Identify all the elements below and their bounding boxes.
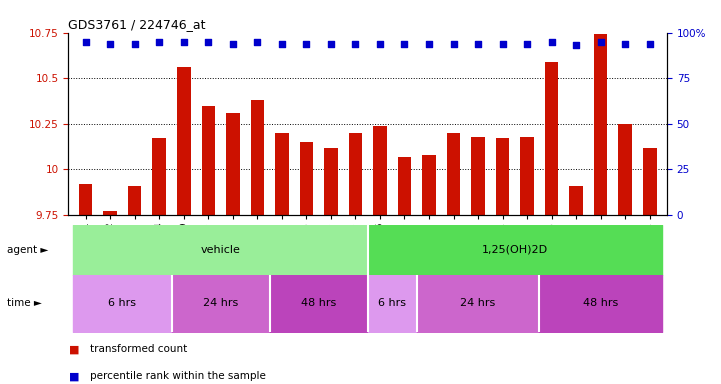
Bar — [643, 147, 657, 215]
Text: 6 hrs: 6 hrs — [379, 298, 406, 308]
Bar — [300, 142, 313, 215]
Bar — [128, 186, 141, 215]
Bar — [521, 137, 534, 215]
Bar — [570, 186, 583, 215]
Bar — [153, 138, 166, 215]
Point — [105, 41, 116, 47]
Bar — [275, 133, 288, 215]
Bar — [324, 147, 337, 215]
Point — [129, 41, 141, 47]
Text: vehicle: vehicle — [200, 245, 241, 255]
Point — [178, 39, 190, 45]
Point — [80, 39, 92, 45]
Point — [399, 41, 410, 47]
Bar — [226, 113, 239, 215]
Bar — [594, 35, 608, 215]
Bar — [423, 155, 435, 215]
Point — [154, 39, 165, 45]
Point — [595, 39, 606, 45]
Bar — [398, 157, 411, 215]
Text: 24 hrs: 24 hrs — [203, 298, 238, 308]
Point — [252, 39, 263, 45]
Point — [644, 41, 655, 47]
Point — [472, 41, 484, 47]
Bar — [447, 133, 460, 215]
Point — [570, 42, 582, 48]
Point — [619, 41, 631, 47]
Text: 24 hrs: 24 hrs — [461, 298, 496, 308]
Point — [497, 41, 508, 47]
Bar — [177, 67, 190, 215]
Bar — [496, 138, 509, 215]
Text: 48 hrs: 48 hrs — [583, 298, 619, 308]
Bar — [251, 100, 264, 215]
Point — [325, 41, 337, 47]
Point — [546, 39, 557, 45]
Text: 6 hrs: 6 hrs — [108, 298, 136, 308]
Text: GDS3761 / 224746_at: GDS3761 / 224746_at — [68, 18, 206, 31]
Bar — [373, 126, 386, 215]
Text: transformed count: transformed count — [90, 344, 187, 354]
Point — [423, 41, 435, 47]
Point — [276, 41, 288, 47]
Point — [227, 41, 239, 47]
Bar — [545, 62, 558, 215]
Text: 1,25(OH)2D: 1,25(OH)2D — [482, 245, 548, 255]
Point — [374, 41, 386, 47]
Point — [301, 41, 312, 47]
Bar — [619, 124, 632, 215]
Text: 48 hrs: 48 hrs — [301, 298, 336, 308]
Text: percentile rank within the sample: percentile rank within the sample — [90, 371, 266, 381]
Text: ■: ■ — [68, 371, 79, 381]
Text: time ►: time ► — [7, 298, 42, 308]
Bar — [472, 137, 485, 215]
Point — [350, 41, 361, 47]
Bar — [202, 106, 215, 215]
Bar — [103, 212, 117, 215]
Point — [448, 41, 459, 47]
Point — [521, 41, 533, 47]
Text: agent ►: agent ► — [7, 245, 48, 255]
Text: ■: ■ — [68, 344, 79, 354]
Bar — [79, 184, 92, 215]
Bar — [349, 133, 362, 215]
Point — [203, 39, 214, 45]
